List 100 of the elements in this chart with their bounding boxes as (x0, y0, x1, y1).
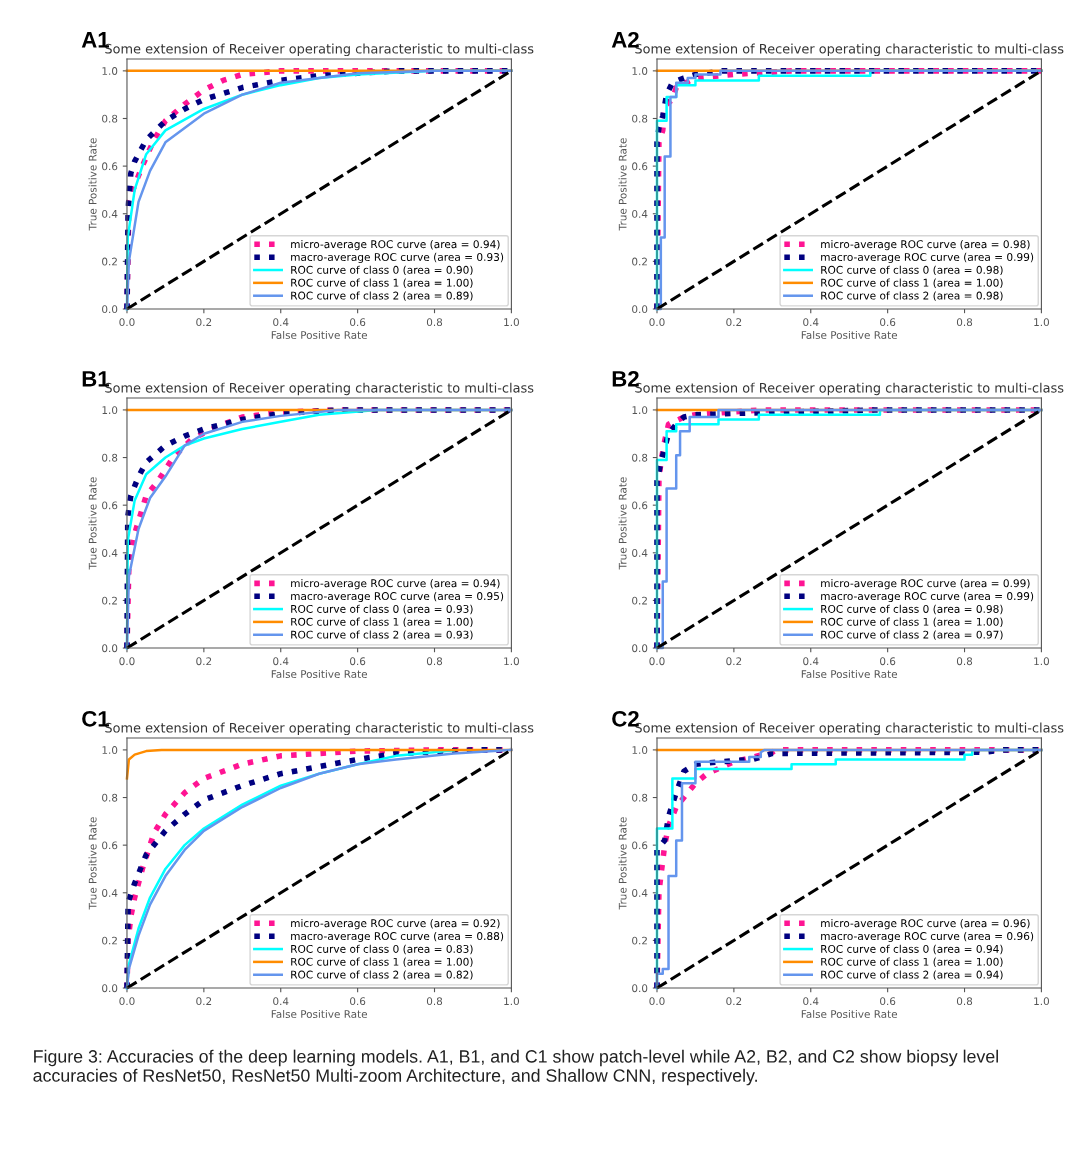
x-tick-label: 0.6 (350, 657, 366, 666)
y-tick-label: 0.2 (632, 596, 647, 605)
y-tick-label: 0.8 (102, 453, 118, 462)
y-tick-label: 0.4 (102, 549, 118, 557)
x-tick-label: 0.2 (196, 997, 212, 1006)
y-tick-label: 1.0 (102, 406, 118, 415)
x-tick-label: 0.0 (649, 997, 665, 1006)
x-tick-label: 0.0 (649, 318, 665, 327)
x-tick-label: 0.8 (426, 657, 443, 666)
legend-label: ROC curve of class 2 (area = 0.94) (821, 970, 1003, 980)
x-axis-title: False Positive Rate (801, 669, 898, 678)
y-tick-label: 0.6 (632, 501, 648, 510)
legend-label: macro-average ROC curve (area = 0.95) (291, 591, 504, 603)
x-tick-label: 1.0 (504, 997, 519, 1006)
x-axis-title: False Positive Rate (801, 330, 898, 339)
y-tick-label: 0.0 (102, 305, 118, 314)
x-tick-label: 0.2 (196, 318, 212, 327)
y-axis-title: True Positive Rate (88, 138, 97, 231)
y-tick-label: 0.4 (632, 209, 648, 218)
legend-label: ROC curve of class 0 (area = 0.90) (291, 265, 473, 276)
y-tick-label: 1.0 (102, 746, 118, 754)
y-tick-label: 0.2 (102, 596, 117, 605)
legend-label: micro-average ROC curve (area = 0.99) (821, 579, 1030, 590)
x-tick-label: 0.4 (803, 657, 819, 666)
y-axis-title: True Positive Rate (88, 817, 97, 910)
legend-label: ROC curve of class 2 (area = 0.98) (821, 291, 1003, 301)
y-tick-label: 0.0 (632, 305, 648, 314)
y-tick-label: 0.0 (632, 644, 648, 653)
legend-label: ROC curve of class 1 (area = 1.00) (291, 617, 473, 628)
y-tick-label: 0.6 (102, 841, 118, 850)
legend-label: ROC curve of class 0 (area = 0.93) (291, 604, 473, 615)
x-tick-label: 0.2 (726, 997, 742, 1006)
y-tick-label: 0.8 (102, 793, 118, 802)
y-tick-label: 0.6 (102, 162, 118, 171)
y-tick-label: 0.6 (102, 501, 118, 510)
x-tick-label: 0.2 (196, 657, 212, 666)
legend-label: macro-average ROC curve (area = 0.96) (821, 931, 1034, 943)
legend-label: ROC curve of class 2 (area = 0.93) (291, 630, 473, 640)
y-tick-label: 0.8 (102, 114, 118, 123)
legend-label: ROC curve of class 0 (area = 0.83) (291, 944, 473, 955)
x-tick-label: 0.2 (726, 657, 742, 666)
y-tick-label: 0.0 (102, 984, 118, 993)
x-tick-label: 0.8 (956, 318, 973, 327)
x-tick-label: 0.0 (119, 657, 135, 666)
x-tick-label: 0.2 (726, 318, 742, 327)
x-tick-label: 0.8 (426, 318, 443, 327)
y-tick-label: 1.0 (632, 67, 648, 75)
legend-label: micro-average ROC curve (area = 0.94) (291, 579, 500, 590)
y-tick-label: 0.4 (102, 889, 118, 897)
y-tick-label: 0.8 (632, 793, 648, 802)
x-tick-label: 0.6 (880, 657, 896, 666)
x-axis-title: False Positive Rate (801, 1009, 898, 1018)
x-tick-label: 0.0 (119, 318, 135, 327)
legend-label: macro-average ROC curve (area = 0.99) (821, 252, 1034, 264)
legend-label: ROC curve of class 1 (area = 1.00) (291, 278, 473, 288)
legend-label: ROC curve of class 0 (area = 0.98) (821, 604, 1003, 615)
legend-label: ROC curve of class 1 (area = 1.00) (821, 617, 1003, 628)
y-tick-label: 0.6 (632, 841, 648, 850)
legend-label: macro-average ROC curve (area = 0.88) (291, 931, 504, 943)
y-tick-label: 1.0 (632, 746, 648, 754)
y-axis-title: True Positive Rate (88, 477, 97, 570)
x-tick-label: 0.6 (350, 318, 366, 327)
y-tick-label: 1.0 (102, 67, 118, 75)
y-tick-label: 0.0 (632, 984, 648, 993)
y-tick-label: 0.2 (102, 936, 117, 945)
y-tick-label: 0.2 (102, 257, 117, 266)
legend-label: macro-average ROC curve (area = 0.99) (821, 591, 1034, 603)
y-axis-title: True Positive Rate (618, 138, 627, 231)
legend-label: ROC curve of class 1 (area = 1.00) (821, 957, 1003, 967)
y-axis-title: True Positive Rate (618, 477, 627, 570)
y-tick-label: 0.2 (632, 257, 647, 266)
x-tick-label: 0.4 (273, 657, 289, 666)
x-tick-label: 1.0 (1034, 657, 1049, 666)
legend-label: micro-average ROC curve (area = 0.98) (821, 239, 1030, 251)
legend-label: ROC curve of class 0 (area = 0.94) (821, 944, 1003, 955)
legend-label: micro-average ROC curve (area = 0.96) (821, 919, 1030, 930)
x-tick-label: 0.6 (880, 997, 896, 1006)
y-tick-label: 0.4 (632, 549, 648, 557)
x-tick-label: 1.0 (1034, 997, 1049, 1006)
x-tick-label: 0.6 (350, 997, 366, 1006)
y-axis-title: True Positive Rate (618, 817, 627, 910)
legend-label: ROC curve of class 2 (area = 0.89) (291, 291, 473, 301)
caption: Figure 3: Accuracies of the deep learning models. A1, B1, and C1 show patch-level while A2, B2, and C2 show biopsy level accuracies of ResNet50, ResNet50 Multi-zoom Architecture, and Shallow CNN, respectively. (33, 1049, 998, 1086)
legend-label: macro-average ROC curve (area = 0.93) (291, 252, 504, 264)
y-tick-label: 0.4 (632, 889, 648, 897)
y-tick-label: 0.2 (632, 936, 647, 945)
y-tick-label: 0.0 (102, 644, 118, 653)
legend-label: micro-average ROC curve (area = 0.94) (291, 239, 500, 251)
x-tick-label: 0.8 (956, 997, 973, 1006)
legend-label: ROC curve of class 0 (area = 0.98) (821, 265, 1003, 276)
y-tick-label: 0.8 (632, 114, 648, 123)
y-tick-label: 0.6 (632, 162, 648, 171)
x-tick-label: 1.0 (504, 318, 519, 327)
x-tick-label: 0.0 (649, 657, 665, 666)
legend-label: ROC curve of class 1 (area = 1.00) (291, 957, 473, 967)
legend-label: ROC curve of class 2 (area = 0.82) (291, 970, 473, 980)
legend-label: ROC curve of class 1 (area = 1.00) (821, 278, 1003, 288)
x-tick-label: 0.4 (273, 997, 289, 1006)
x-tick-label: 0.4 (273, 318, 289, 327)
x-tick-label: 0.4 (803, 997, 819, 1006)
